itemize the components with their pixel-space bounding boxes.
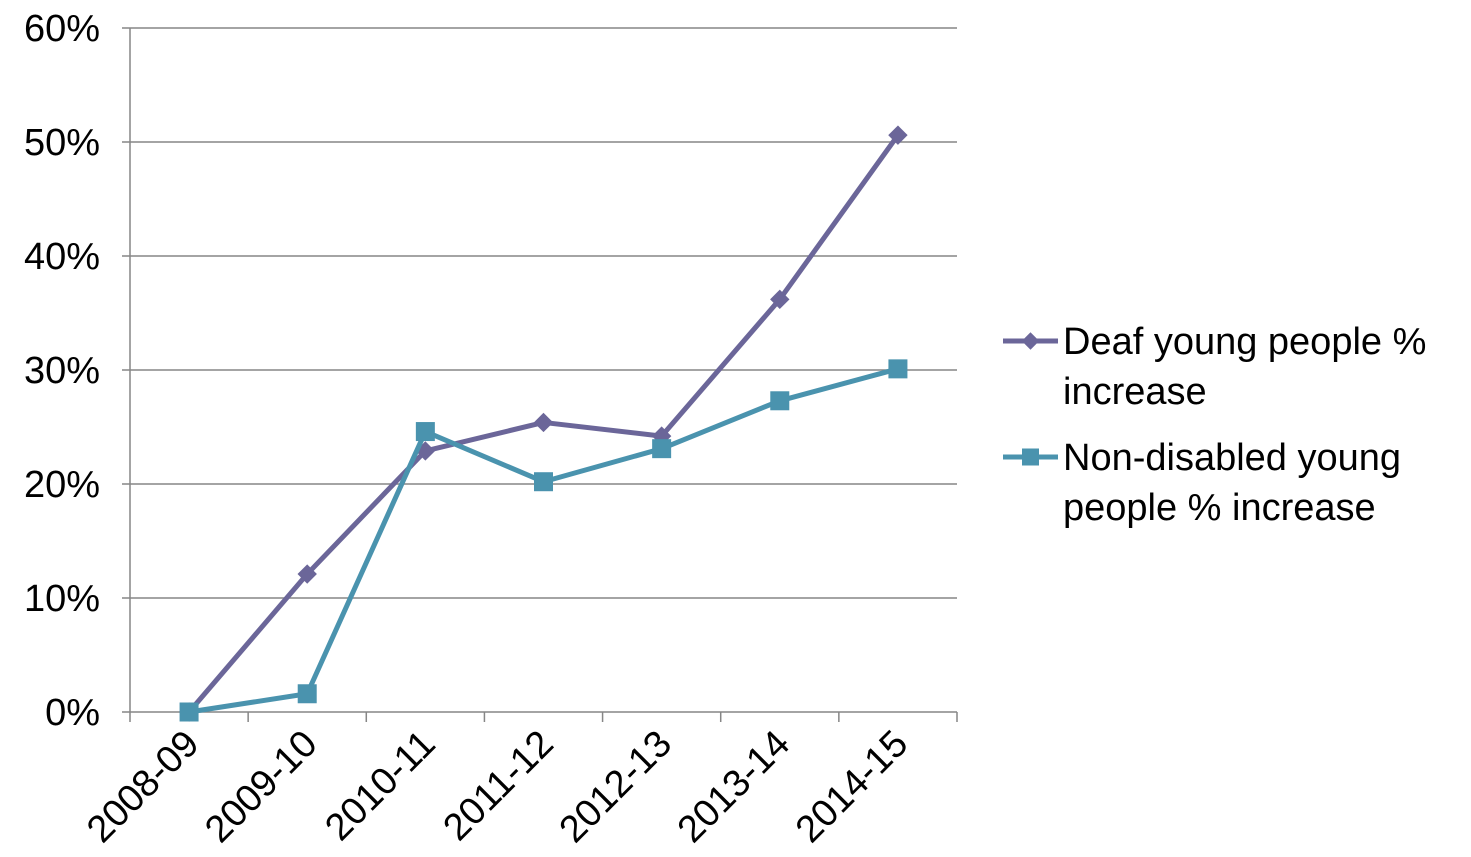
x-tick-label: 2008-09 xyxy=(79,723,207,851)
legend-label: people % increase xyxy=(1063,487,1376,529)
y-tick-label: 50% xyxy=(24,122,100,164)
y-tick-label: 0% xyxy=(45,692,100,734)
y-tick-label: 60% xyxy=(24,8,100,50)
x-tick-labels: 2008-092009-102010-112011-122012-132013-… xyxy=(79,723,916,851)
legend-label: Non-disabled young xyxy=(1063,437,1401,479)
x-tick-label: 2013-14 xyxy=(670,723,798,851)
series-lines xyxy=(179,125,908,722)
x-tick-label: 2010-11 xyxy=(317,723,443,849)
legend-label: Deaf young people % xyxy=(1063,321,1426,363)
y-tick-label: 40% xyxy=(24,236,100,278)
data-point-diamond xyxy=(770,289,790,310)
x-tick-label: 2011-12 xyxy=(436,723,562,849)
legend-item: Deaf young people % increase xyxy=(1003,321,1426,413)
data-point-square xyxy=(297,684,317,704)
data-point-square xyxy=(534,472,553,492)
x-tick-label: 2012-13 xyxy=(552,723,680,851)
y-tick-label: 20% xyxy=(24,464,100,506)
data-point-diamond xyxy=(297,564,317,584)
data-point-square xyxy=(770,391,790,411)
axes xyxy=(122,27,958,722)
legend-label: increase xyxy=(1063,371,1207,413)
data-point-square xyxy=(415,422,435,442)
y-tick-label: 30% xyxy=(24,350,100,392)
legend-marker-diamond xyxy=(1021,332,1040,350)
gridlines xyxy=(130,27,957,599)
data-point-diamond xyxy=(533,412,554,433)
series-1 xyxy=(179,359,908,722)
x-tick-label: 2009-10 xyxy=(197,723,325,851)
data-point-square xyxy=(652,439,672,459)
legend: Deaf young people % increase Non-disabled … xyxy=(1003,321,1426,529)
y-tick-labels: 0% 10% 20% 30% 40% 50% 60% xyxy=(24,8,100,734)
legend-item: Non-disabled young people % increase xyxy=(1003,437,1401,529)
y-tick-label: 10% xyxy=(24,578,100,620)
data-point-square xyxy=(179,702,199,722)
data-point-diamond xyxy=(888,125,908,145)
legend-marker-square xyxy=(1022,448,1039,466)
series-0 xyxy=(179,125,908,722)
x-tick-label: 2014-15 xyxy=(788,723,916,851)
data-point-square xyxy=(888,359,908,379)
